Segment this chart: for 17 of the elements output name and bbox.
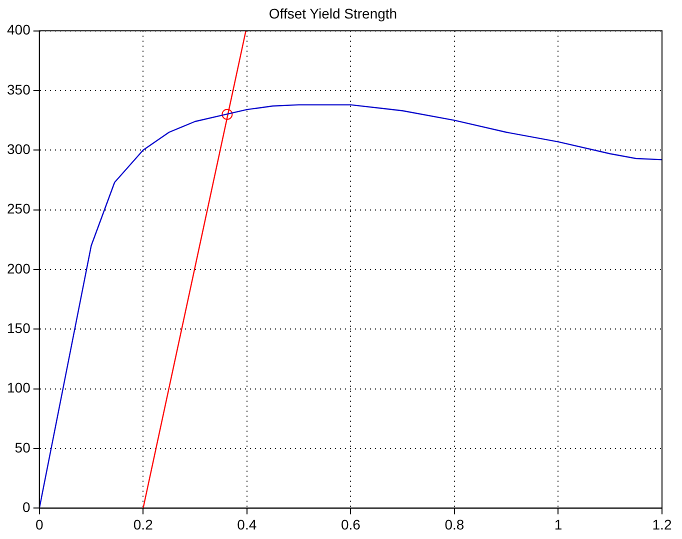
y-tick-label: 250 [7, 200, 31, 217]
x-tick-label: 0.2 [133, 516, 154, 532]
y-tick-label: 100 [7, 380, 31, 396]
x-tick-label: 0.4 [237, 516, 257, 532]
y-tick-label: 150 [7, 320, 31, 336]
x-tick-label: 1 [554, 516, 562, 532]
y-tick-label: 200 [7, 260, 31, 276]
y-tick-label: 0 [22, 499, 31, 516]
chart-title: Offset Yield Strength [268, 5, 398, 22]
x-tick-label: 0.6 [340, 516, 361, 532]
x-tick-label: 1.2 [652, 516, 672, 532]
x-tick-label: 0 [35, 516, 44, 532]
x-tick-label: 0.8 [444, 516, 464, 532]
y-tick-label: 300 [7, 141, 31, 158]
y-tick-label: 350 [7, 81, 31, 98]
y-tick-label: 400 [7, 22, 31, 38]
y-tick-label: 50 [14, 439, 31, 456]
